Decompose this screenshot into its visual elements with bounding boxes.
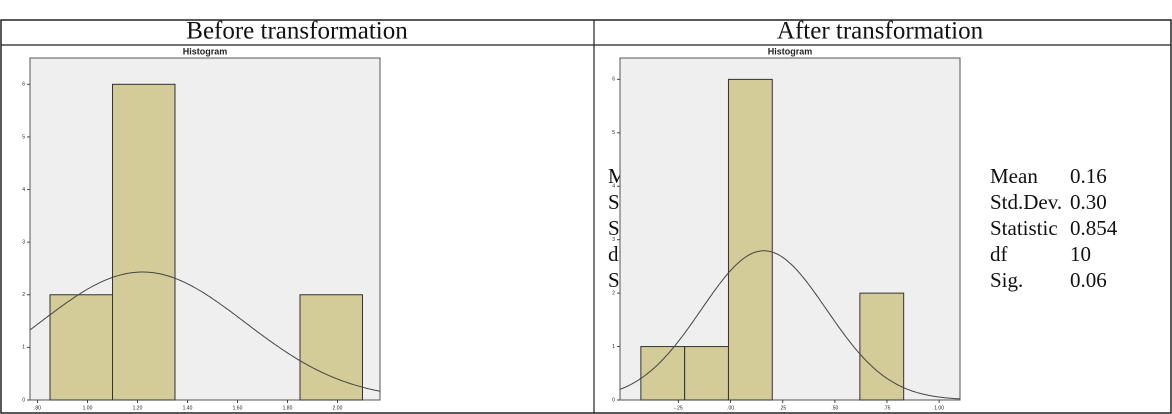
y-tick-label: 4 bbox=[22, 187, 25, 193]
x-tick-label: 1.80 bbox=[283, 405, 293, 411]
stat-label: df bbox=[990, 242, 1008, 266]
bar bbox=[727, 78, 773, 401]
stat-value: 0.854 bbox=[1070, 216, 1118, 240]
y-tick-label: 3 bbox=[22, 239, 25, 245]
y-tick-label: 0 bbox=[22, 397, 25, 403]
x-tick-label: .00 bbox=[727, 405, 734, 411]
y-tick-label: 1 bbox=[22, 345, 25, 351]
x-tick-label: .50 bbox=[831, 405, 838, 411]
bar bbox=[112, 83, 176, 401]
bar bbox=[684, 346, 729, 401]
stat-value: 0.16 bbox=[1070, 164, 1107, 188]
stat-label: Std.Dev. bbox=[990, 190, 1062, 214]
x-tick-label: 1.40 bbox=[183, 405, 193, 411]
stat-value: 10 bbox=[1070, 242, 1091, 266]
bar bbox=[49, 294, 113, 401]
stat-label: Statistic bbox=[990, 216, 1058, 240]
y-tick-label: 6 bbox=[612, 77, 615, 83]
x-tick-label: 1.00 bbox=[83, 405, 93, 411]
chart-title: Histogram bbox=[183, 46, 228, 56]
y-tick-label: 4 bbox=[612, 184, 615, 190]
y-tick-label: 5 bbox=[22, 134, 25, 140]
x-tick-label: 1.60 bbox=[233, 405, 243, 411]
column-header: Before transformation bbox=[186, 18, 408, 45]
x-tick-label: 1.00 bbox=[934, 405, 944, 411]
y-tick-label: 1 bbox=[612, 344, 615, 350]
table-border bbox=[0, 19, 1172, 414]
y-tick-label: 6 bbox=[22, 82, 25, 88]
y-tick-label: 0 bbox=[612, 397, 615, 403]
x-tick-label: -.25 bbox=[674, 405, 683, 411]
stat-label: Mean bbox=[990, 164, 1038, 188]
x-tick-label: 1.20 bbox=[133, 405, 143, 411]
y-tick-label: 2 bbox=[612, 290, 615, 296]
bar bbox=[299, 294, 363, 401]
stat-value: 0.06 bbox=[1070, 268, 1107, 292]
y-tick-label: 3 bbox=[612, 237, 615, 243]
x-tick-label: .80 bbox=[34, 405, 41, 411]
stat-label: Sig. bbox=[990, 268, 1023, 292]
x-tick-label: .75 bbox=[884, 405, 891, 411]
column-header: After transformation bbox=[777, 18, 984, 45]
normal-curve bbox=[620, 250, 960, 400]
y-tick-label: 2 bbox=[22, 292, 25, 298]
y-tick-label: 5 bbox=[612, 130, 615, 136]
normal-curve bbox=[30, 271, 380, 392]
x-tick-label: .25 bbox=[779, 405, 786, 411]
bar bbox=[859, 292, 905, 401]
x-tick-label: 2.00 bbox=[333, 405, 343, 411]
chart-title: Histogram bbox=[768, 46, 813, 56]
stat-value: 0.30 bbox=[1070, 190, 1107, 214]
